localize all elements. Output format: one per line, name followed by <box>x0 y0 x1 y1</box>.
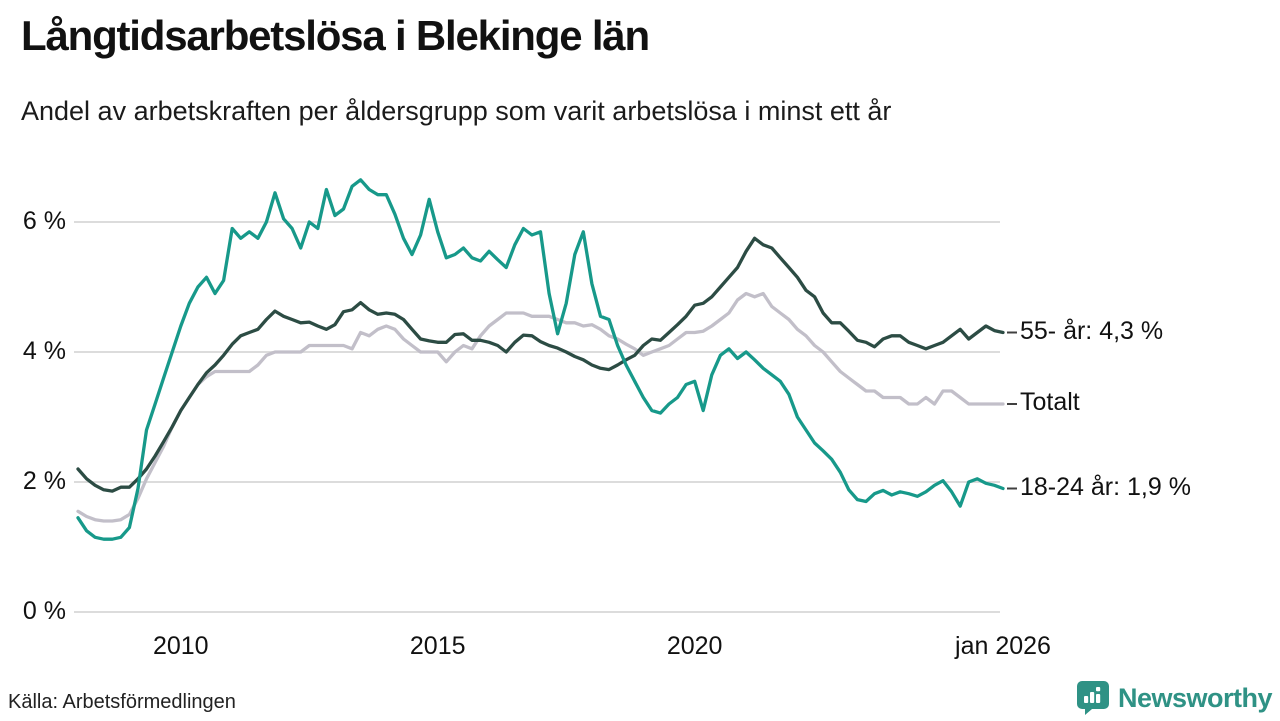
chart-subtitle: Andel av arbetskraften per åldersgrupp s… <box>21 96 892 126</box>
page-title: Långtidsarbetslösa i Blekinge län <box>21 12 650 59</box>
series-label-55: 55- år: 4,3 % <box>1020 316 1164 345</box>
x-tick-label: 2010 <box>152 632 209 660</box>
y-tick-label: 6 % <box>22 207 66 235</box>
y-tick-label: 0 % <box>22 597 66 625</box>
newsworthy-icon <box>1076 680 1110 716</box>
y-tick-label: 2 % <box>22 467 66 495</box>
x-tick-label: 2020 <box>666 632 723 660</box>
series-label-totalt: Totalt <box>1020 388 1080 416</box>
x-tick-label: 2015 <box>409 632 466 660</box>
newsworthy-wordmark: Newsworthy <box>1117 682 1273 713</box>
x-tick-label: jan 2026 <box>955 632 1051 660</box>
source-text: Källa: Arbetsförmedlingen <box>8 691 236 713</box>
series-label-18-24: 18-24 år: 1,9 % <box>1020 472 1191 501</box>
y-tick-label: 4 % <box>22 337 66 365</box>
newsworthy-logo[interactable]: Newsworthy <box>1076 680 1273 716</box>
